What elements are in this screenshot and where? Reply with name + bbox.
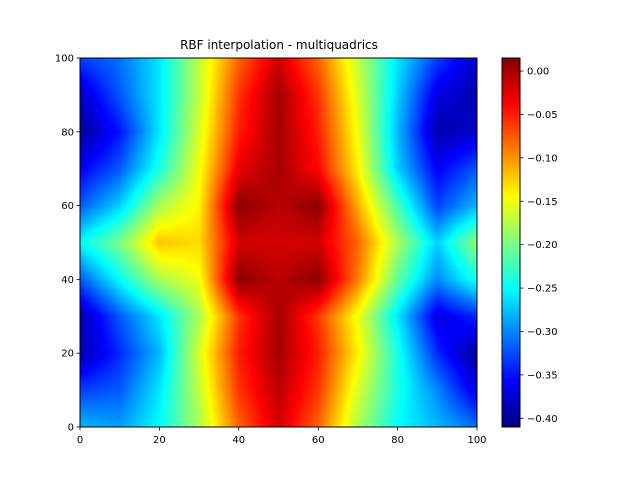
heatmap-image xyxy=(80,58,477,427)
heatmap-canvas xyxy=(80,58,477,427)
colorbar-tick-label: −0.35 xyxy=(527,370,558,381)
colorbar-frame xyxy=(501,57,521,428)
colorbar-tick-label: −0.25 xyxy=(527,284,558,295)
colorbar: 0.00 −0.05 −0.10 −0.15 −0.20 −0.25 −0.30 −0.35 −… xyxy=(501,57,558,428)
y-tick-label: 60 xyxy=(61,201,74,212)
colorbar-canvas xyxy=(502,58,520,427)
colorbar-tick-label: −0.15 xyxy=(527,197,558,208)
x-tick-label: 80 xyxy=(391,435,404,446)
y-tick-label: 100 xyxy=(55,54,74,65)
colorbar-tick-label: −0.10 xyxy=(527,153,558,164)
y-tick-label: 20 xyxy=(61,349,74,360)
y-tick-label: 40 xyxy=(61,275,74,286)
chart-title: RBF interpolation - multiquadrics xyxy=(180,38,378,52)
y-tick-label: 80 xyxy=(61,127,74,138)
colorbar-tick-label: −0.05 xyxy=(527,110,558,121)
y-axis: 0 20 40 60 80 100 xyxy=(55,54,80,434)
x-tick-label: 0 xyxy=(77,435,83,446)
colorbar-tick-label: −0.40 xyxy=(527,414,558,425)
colorbar-ticks: 0.00 −0.05 −0.10 −0.15 −0.20 −0.25 −0.30 −0.35 −… xyxy=(520,67,558,425)
plot-frame xyxy=(79,57,478,428)
x-tick-label: 40 xyxy=(232,435,245,446)
x-tick-label: 20 xyxy=(153,435,166,446)
colorbar-tick-label: −0.30 xyxy=(527,327,558,338)
plot-area xyxy=(79,57,478,428)
x-axis: 0 20 40 60 80 100 xyxy=(77,427,487,446)
x-tick-label: 60 xyxy=(312,435,325,446)
colorbar-image xyxy=(502,58,520,427)
x-tick-label: 100 xyxy=(467,435,486,446)
colorbar-tick-label: 0.00 xyxy=(527,67,549,78)
y-tick-label: 0 xyxy=(68,423,74,434)
colorbar-tick-label: −0.20 xyxy=(527,240,558,251)
